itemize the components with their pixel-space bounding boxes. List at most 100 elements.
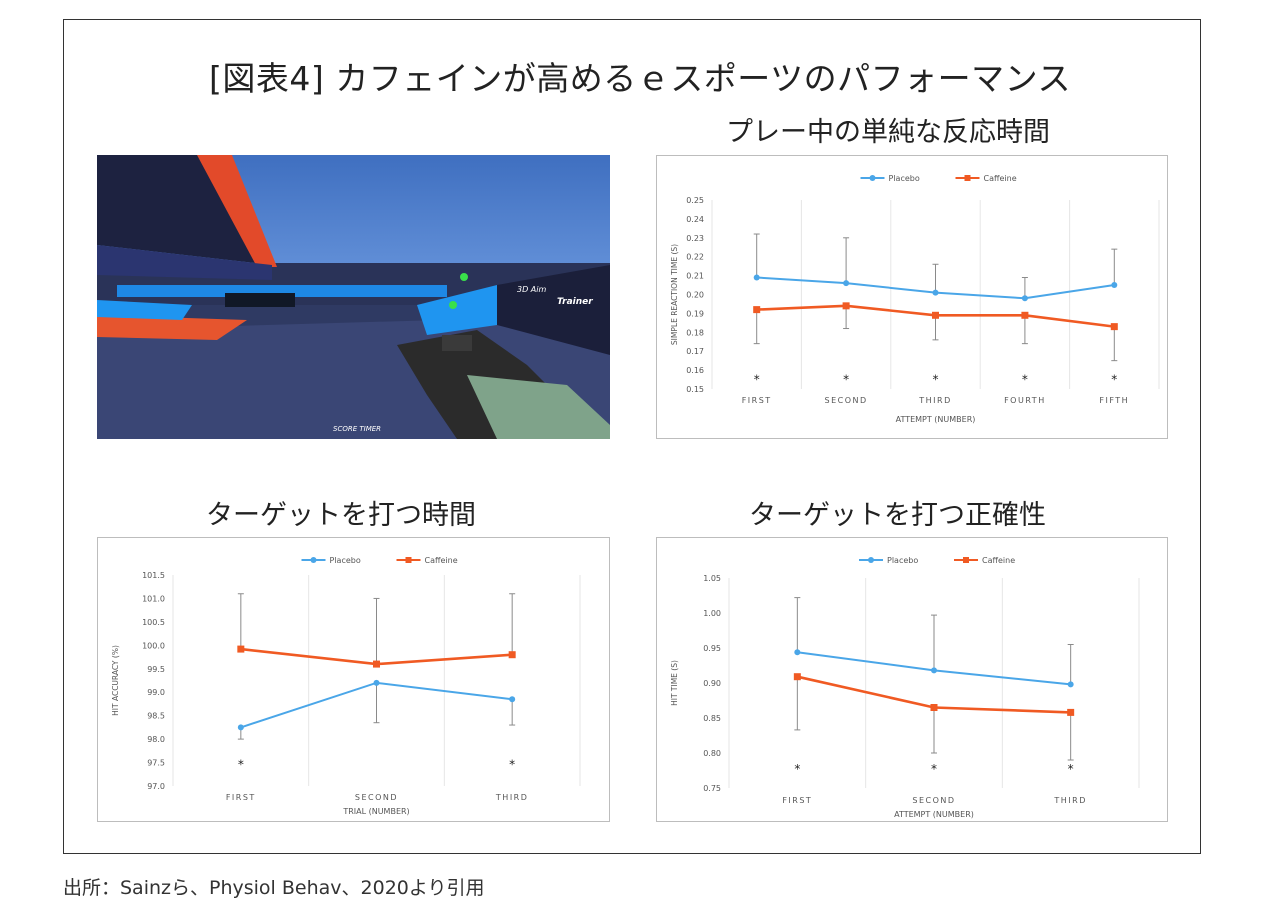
significance-marker: * [1068, 762, 1074, 776]
data-point [932, 289, 939, 296]
legend-entry: Caffeine [984, 174, 1017, 183]
x-tick-label: THIRD [918, 396, 951, 405]
data-point [1021, 295, 1028, 302]
data-point [237, 645, 245, 653]
legend-marker [869, 175, 876, 181]
y-tick-label: 0.80 [703, 749, 721, 758]
legend-entry: Caffeine [982, 556, 1015, 565]
game-screenshot: 3D Aim Trainer SCORE TIMER [97, 155, 610, 439]
legend-entry: Placebo [889, 174, 920, 183]
chart-hit-accuracy-svg: 0.75 0.80 0.85 0.90 0.95 1.00 1.05 FIRST SECOND T… [670, 556, 1140, 819]
x-tick-label: SECOND [825, 396, 868, 405]
x-tick-label: THIRD [495, 793, 528, 802]
y-tick-label: 0.21 [686, 272, 704, 281]
y-tick-label: 0.24 [686, 215, 704, 224]
data-point [237, 724, 244, 731]
data-point [1021, 311, 1029, 319]
y-tick-label: 100.5 [142, 618, 165, 627]
data-point [931, 667, 937, 674]
y-axis-label: SIMPLE REACTION TIME (S) [670, 244, 679, 345]
x-axis-label: ATTEMPT (NUMBER) [894, 810, 974, 819]
data-point [1067, 708, 1075, 716]
chart-hit-accuracy: 0.75 0.80 0.85 0.90 0.95 1.00 1.05 FIRST SECOND T… [656, 537, 1168, 822]
data-point [753, 274, 760, 281]
significance-marker: * [931, 762, 937, 776]
y-tick-label: 0.75 [703, 784, 721, 793]
data-point [793, 673, 801, 681]
y-tick-label: 0.85 [703, 714, 721, 723]
legend-entry: Placebo [887, 556, 918, 565]
hud-label-3d-aim: 3D Aim [517, 285, 547, 294]
y-tick-label: 101.5 [142, 571, 165, 580]
y-tick-label: 100.0 [142, 641, 165, 650]
data-point [842, 302, 850, 310]
x-tick-label: FIRST [782, 796, 812, 805]
legend-marker [964, 175, 971, 181]
legend-marker [868, 557, 874, 563]
y-tick-label: 0.16 [686, 366, 704, 375]
significance-marker: * [509, 758, 515, 772]
data-point [930, 704, 938, 711]
y-tick-label: 0.19 [686, 309, 704, 318]
significance-marker: * [754, 373, 760, 387]
y-tick-label: 99.5 [147, 665, 165, 674]
data-point [373, 679, 380, 686]
data-point [843, 280, 850, 287]
x-tick-label: FIRST [742, 396, 772, 405]
significance-marker: * [238, 758, 244, 772]
y-tick-label: 97.0 [147, 782, 165, 791]
data-point [1067, 681, 1074, 688]
legend-entry: Placebo [330, 556, 361, 565]
y-axis-label: HIT TIME (S) [670, 660, 679, 706]
legend-marker [405, 557, 412, 563]
panel-title-hit-time: ターゲットを打つ時間 [206, 500, 476, 531]
figure-frame [63, 19, 1201, 854]
significance-marker: * [1111, 373, 1117, 387]
y-tick-label: 0.15 [686, 385, 704, 394]
legend-entry: Caffeine [425, 556, 458, 565]
y-tick-label: 0.90 [703, 679, 721, 688]
y-tick-label: 99.0 [147, 688, 165, 697]
game-scene-illustration [97, 155, 610, 439]
y-tick-label: 98.0 [147, 735, 165, 744]
legend-marker [963, 557, 969, 563]
data-point [509, 696, 516, 703]
x-tick-label: THIRD [1053, 796, 1086, 805]
x-axis-label: TRIAL (NUMBER) [342, 807, 409, 816]
data-point [753, 306, 761, 314]
significance-marker: * [843, 373, 849, 387]
significance-marker: * [1022, 373, 1028, 387]
y-tick-label: 97.5 [147, 759, 165, 768]
panel-title-reaction-time: プレー中の単純な反応時間 [726, 117, 1050, 148]
y-tick-label: 1.05 [703, 574, 721, 583]
x-axis-label: ATTEMPT (NUMBER) [896, 415, 976, 424]
y-tick-label: 1.00 [703, 609, 721, 618]
x-tick-label: SECOND [912, 796, 955, 805]
y-axis-label: HIT ACCURACY (%) [111, 645, 120, 716]
source-citation: 出所：Sainzら、Physiol Behav、2020より引用 [63, 877, 485, 899]
y-tick-label: 0.95 [703, 644, 721, 653]
legend-marker [310, 557, 317, 563]
hud-label-trainer: Trainer [557, 297, 593, 307]
significance-marker: * [794, 762, 800, 776]
y-tick-label: 0.17 [686, 347, 704, 356]
x-tick-label: FOURTH [1004, 396, 1046, 405]
x-tick-label: SECOND [355, 793, 398, 802]
chart-hit-time: 97.0 97.5 98.0 98.5 99.0 99.5 100.0 100.5 101.0 1… [97, 537, 610, 822]
y-tick-label: 0.25 [686, 196, 704, 205]
y-tick-label: 0.20 [686, 291, 704, 300]
figure-title: [図表4] カフェインが高めるｅスポーツのパフォーマンス [209, 59, 1071, 98]
x-tick-label: FIRST [226, 793, 256, 802]
y-tick-label: 0.18 [686, 328, 704, 337]
data-point [794, 649, 801, 656]
data-point [1110, 323, 1118, 331]
y-tick-label: 0.22 [686, 253, 704, 262]
x-tick-label: FIFTH [1099, 396, 1129, 405]
significance-marker: * [933, 373, 939, 387]
chart-hit-time-svg: 97.0 97.5 98.0 98.5 99.0 99.5 100.0 100.5 101.0 1… [111, 556, 581, 816]
hud-label-score-timer: SCORE TIMER [333, 425, 382, 433]
y-tick-label: 98.5 [147, 712, 165, 721]
y-tick-label: 101.0 [142, 594, 165, 603]
data-point [508, 651, 516, 659]
panel-title-hit-accuracy: ターゲットを打つ正確性 [749, 500, 1046, 531]
